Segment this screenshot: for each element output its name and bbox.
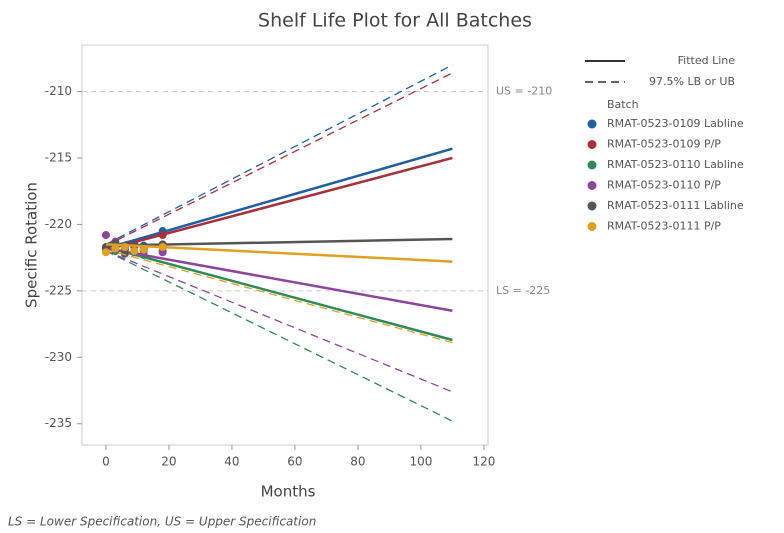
bound-line — [105, 64, 453, 245]
data-point — [111, 244, 120, 253]
legend-label: RMAT-0523-0111 Labline — [607, 199, 744, 212]
y-tick-label: -215 — [45, 150, 72, 164]
data-point — [101, 231, 110, 240]
legend-label: RMAT-0523-0110 Labline — [607, 158, 744, 171]
legend-label: RMAT-0523-0110 P/P — [607, 179, 721, 192]
data-point — [139, 245, 148, 254]
x-tick-label: 80 — [350, 455, 365, 469]
fitted-line — [105, 156, 453, 251]
legend-marker — [587, 119, 597, 129]
x-tick-label: 20 — [161, 455, 176, 469]
y-tick-label: -220 — [45, 217, 72, 231]
x-tick-label: 0 — [102, 455, 110, 469]
y-tick-label: -210 — [45, 84, 72, 98]
reference-label: LS = -225 — [496, 284, 550, 297]
fitted-line — [105, 237, 453, 247]
y-tick-label: -230 — [45, 350, 72, 364]
plot-area — [81, 44, 489, 446]
footnote: LS = Lower Specification, US = Upper Spe… — [8, 515, 316, 529]
legend-label: RMAT-0523-0109 Labline — [607, 117, 744, 130]
data-point — [130, 246, 139, 255]
x-tick-label: 60 — [287, 455, 302, 469]
reference-label: US = -210 — [496, 85, 552, 98]
legend-line-style: Fitted Line — [678, 54, 736, 67]
legend-marker — [587, 181, 597, 190]
x-tick-label: 40 — [224, 455, 239, 469]
legend-marker — [587, 140, 597, 149]
legend-title: Batch — [607, 98, 639, 111]
bound-line — [105, 72, 453, 247]
x-tick-label: 100 — [409, 455, 432, 469]
fitted-line — [105, 243, 453, 263]
bound-line — [105, 249, 453, 344]
legend-line-style: 97.5% LB or UB — [649, 75, 735, 88]
bound-line — [105, 250, 453, 422]
legend-marker — [587, 222, 597, 231]
bound-line — [105, 250, 453, 393]
legend-marker — [587, 201, 597, 211]
data-point — [101, 248, 110, 257]
x-tick-label: 120 — [472, 455, 495, 469]
fitted-line — [105, 147, 453, 250]
data-point — [158, 231, 167, 240]
data-point — [120, 249, 129, 258]
legend-label: RMAT-0523-0109 P/P — [607, 138, 721, 151]
fitted-line — [105, 245, 453, 342]
y-tick-label: -235 — [45, 416, 72, 430]
x-axis-label: Months — [261, 483, 316, 501]
legend-marker — [587, 160, 597, 170]
fitted-line — [105, 247, 453, 313]
chart-title: Shelf Life Plot for All Batches — [258, 10, 532, 32]
data-point — [120, 242, 129, 251]
data-point — [158, 242, 167, 251]
y-axis-label: Specific Rotation — [23, 182, 41, 308]
legend-label: RMAT-0523-0111 P/P — [607, 220, 721, 233]
y-tick-label: -225 — [45, 283, 72, 297]
